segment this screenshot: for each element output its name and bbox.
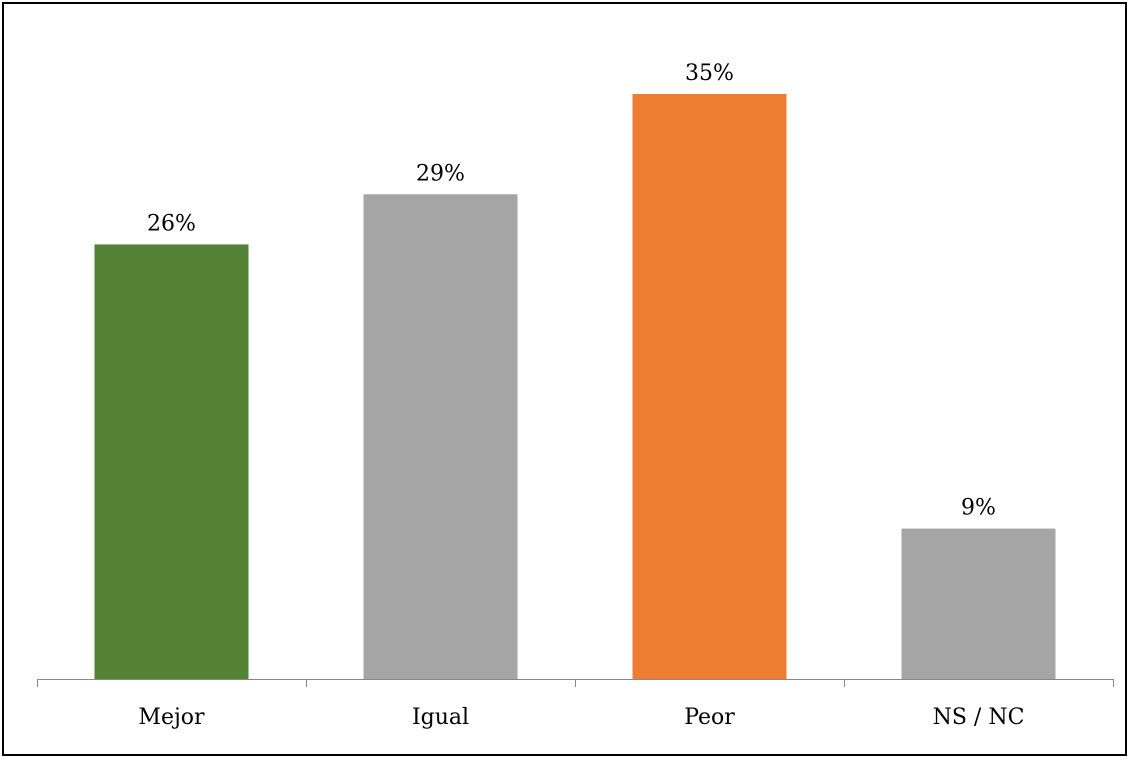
data-label-peor: 35% <box>685 61 734 86</box>
category-label-mejor: Mejor <box>138 705 205 730</box>
bar-mejor <box>94 244 249 679</box>
category-labels-group: Mejor Igual Peor NS / NC <box>138 705 1024 730</box>
category-label-ns-nc: NS / NC <box>933 705 1025 730</box>
category-label-peor: Peor <box>684 705 735 730</box>
bar-peor <box>632 94 787 679</box>
data-label-igual: 29% <box>416 161 465 186</box>
category-label-igual: Igual <box>412 705 469 730</box>
x-axis-ticks-group <box>37 679 1114 687</box>
data-label-mejor: 26% <box>147 211 196 236</box>
bars-group <box>94 94 1056 680</box>
bar-igual <box>363 194 518 680</box>
data-labels-group: 26% 29% 35% 9% <box>147 61 996 521</box>
data-label-ns-nc: 9% <box>961 496 996 521</box>
bar-ns-nc <box>901 528 1056 679</box>
